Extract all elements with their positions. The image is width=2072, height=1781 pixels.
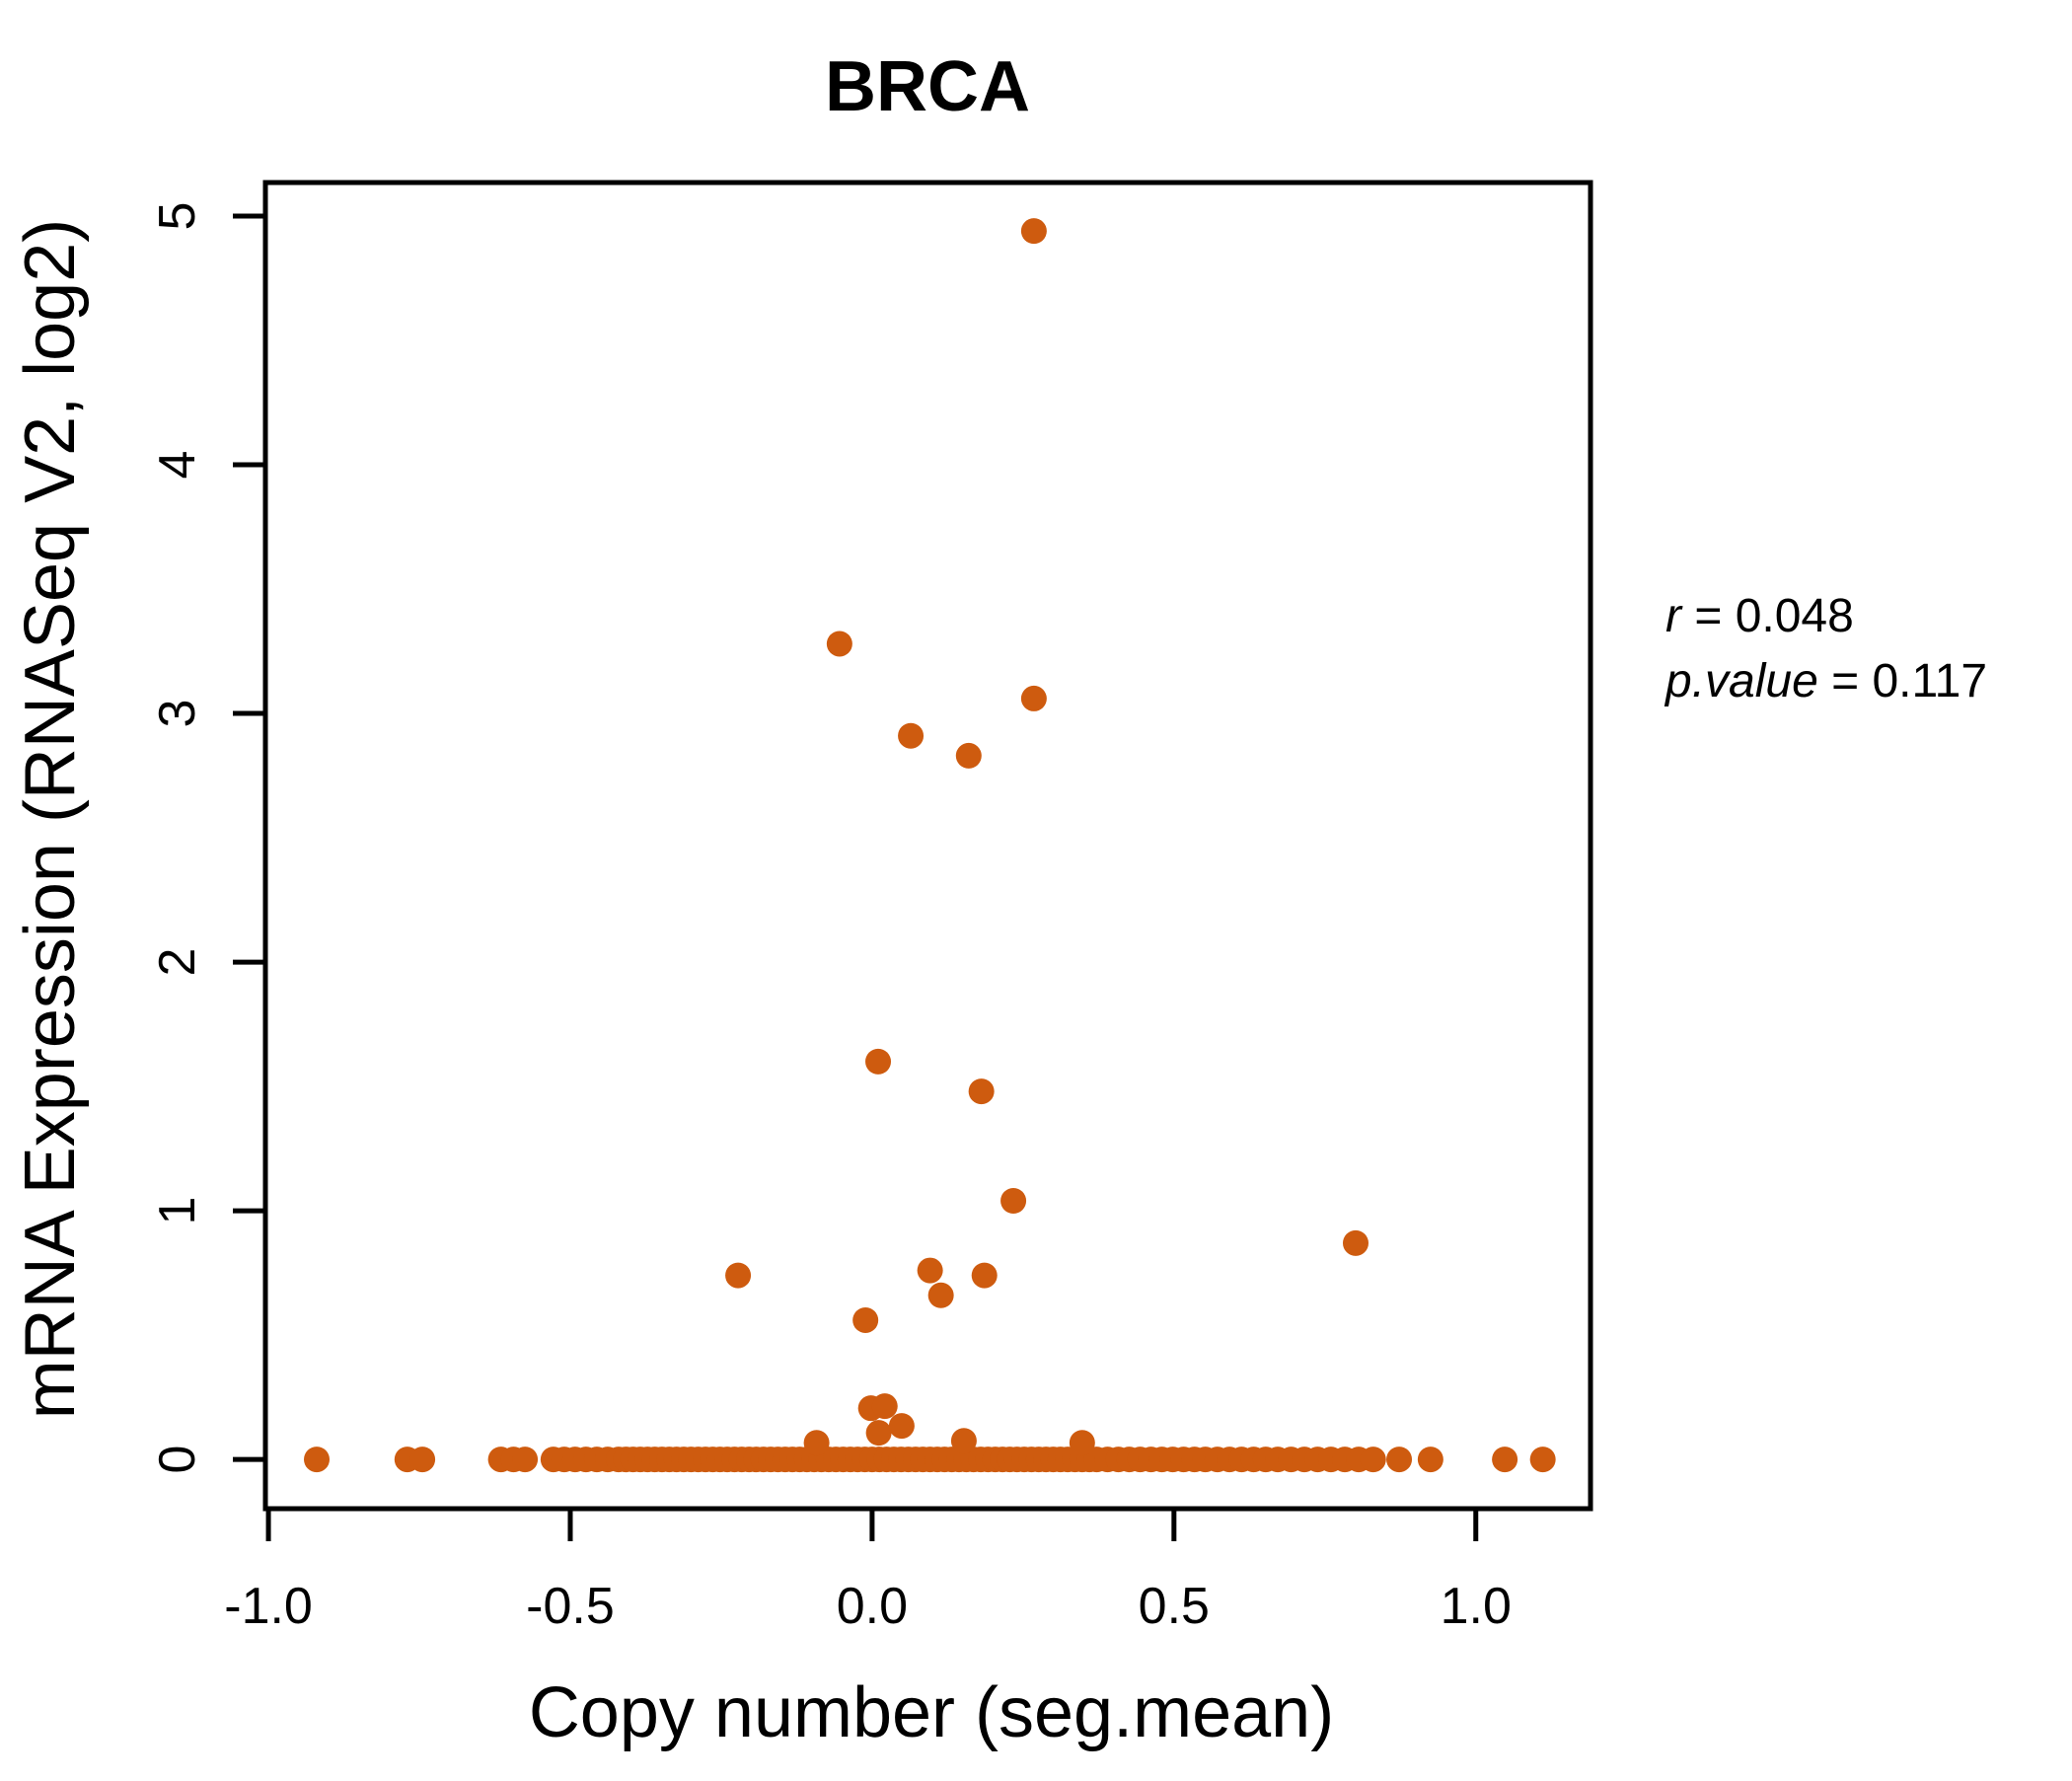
chart-title: BRCA xyxy=(825,47,1030,126)
data-point xyxy=(826,631,852,657)
data-point xyxy=(1417,1447,1443,1473)
x-tick-label: 0.5 xyxy=(1139,1578,1210,1635)
x-axis-label: Copy number (seg.mean) xyxy=(529,1673,1334,1752)
data-point xyxy=(865,1048,892,1075)
data-point xyxy=(971,1262,998,1289)
data-points xyxy=(304,218,1556,1473)
annotation-r-value: = 0.048 xyxy=(1681,590,1854,642)
data-point xyxy=(1069,1430,1095,1456)
data-point xyxy=(871,1393,898,1420)
data-point xyxy=(927,1282,954,1308)
data-point xyxy=(852,1306,879,1333)
annotation-pvalue-value: = 0.117 xyxy=(1818,655,1987,707)
annotation-pvalue: p.value = 0.117 xyxy=(1664,655,1987,707)
data-point xyxy=(1386,1447,1413,1473)
data-point xyxy=(1360,1447,1386,1473)
data-point xyxy=(725,1262,752,1289)
y-tick-label: 4 xyxy=(149,451,206,480)
data-point xyxy=(803,1430,830,1456)
y-axis-label: mRNA Expression (RNASeq V2, log2) xyxy=(11,219,90,1419)
y-tick-label: 3 xyxy=(149,700,206,728)
annotation-r: r = 0.048 xyxy=(1665,590,1854,642)
y-tick-label: 0 xyxy=(149,1446,206,1474)
data-point xyxy=(865,1420,892,1447)
x-tick-label: 1.0 xyxy=(1441,1578,1512,1635)
plot-frame xyxy=(262,180,1593,1512)
annotation-r-var: r xyxy=(1665,590,1683,642)
x-axis-ticks: -1.0 -0.5 0.0 0.5 1.0 xyxy=(224,1509,1512,1635)
data-point xyxy=(1492,1447,1518,1473)
data-point xyxy=(304,1447,331,1473)
data-point xyxy=(1342,1229,1369,1256)
data-point xyxy=(955,742,982,769)
data-point xyxy=(917,1257,943,1284)
data-point xyxy=(968,1078,995,1105)
y-axis-ticks: 0 1 2 3 4 5 xyxy=(149,202,265,1474)
data-point xyxy=(409,1447,436,1473)
data-point xyxy=(950,1428,977,1454)
x-tick-label: -0.5 xyxy=(526,1578,615,1635)
data-point xyxy=(1020,218,1047,245)
x-tick-label: -1.0 xyxy=(224,1578,313,1635)
data-point xyxy=(1020,685,1047,711)
y-tick-label: 1 xyxy=(149,1197,206,1225)
y-tick-label: 5 xyxy=(149,202,206,231)
x-tick-label: 0.0 xyxy=(837,1578,908,1635)
data-point xyxy=(1529,1447,1556,1473)
annotation-pvalue-var: p.value xyxy=(1664,655,1818,707)
data-point xyxy=(1000,1188,1027,1215)
data-point xyxy=(898,722,925,749)
y-tick-label: 2 xyxy=(149,948,206,977)
data-point xyxy=(512,1447,539,1473)
data-point xyxy=(888,1413,915,1440)
